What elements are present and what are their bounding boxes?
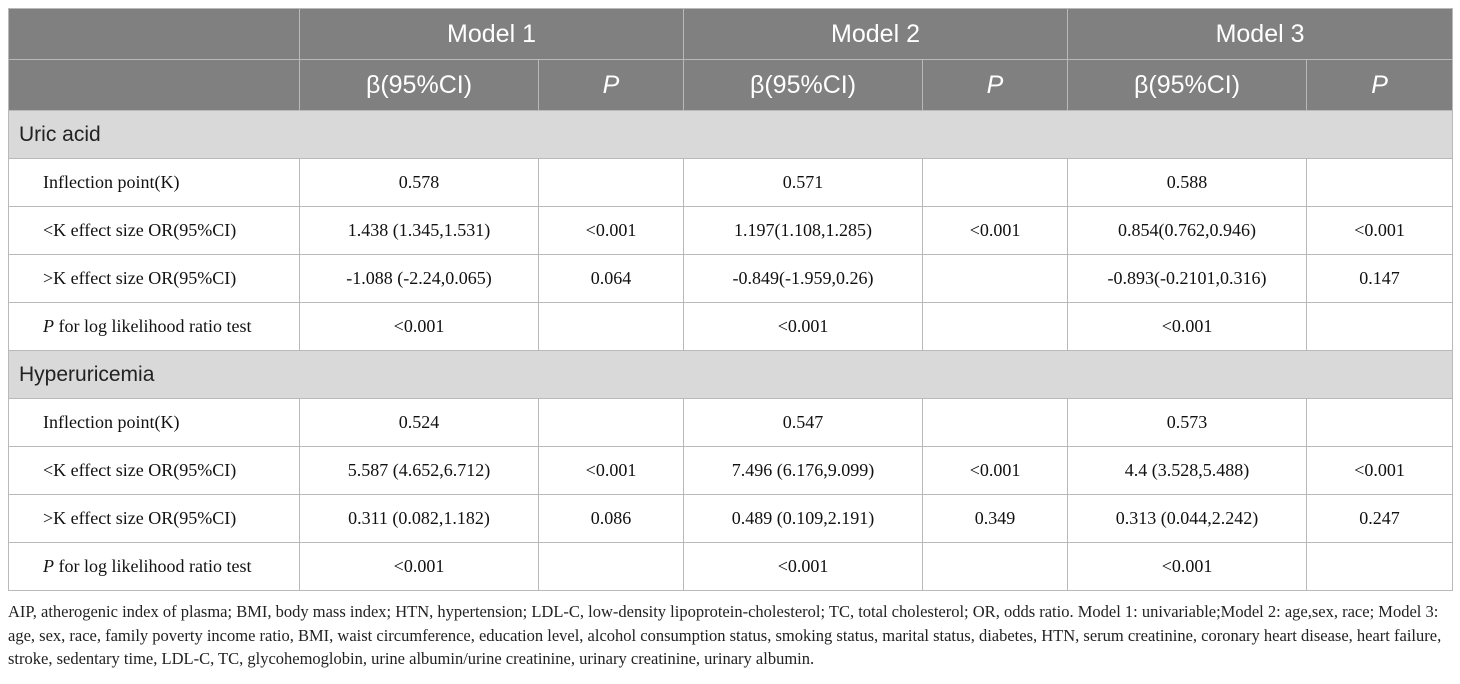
p-value-cell	[1306, 398, 1454, 447]
estimate-cell: <0.001	[1067, 302, 1308, 351]
header-empty-cell	[8, 59, 300, 111]
estimate-cell: 0.578	[299, 158, 539, 207]
estimate-cell: 4.4 (3.528,5.488)	[1067, 446, 1308, 495]
estimate-cell: 0.571	[683, 158, 924, 207]
estimate-cell: <0.001	[299, 542, 539, 591]
header-model-2: Model 2	[683, 8, 1069, 60]
row-label-text: for log likelihood ratio test	[54, 316, 252, 336]
row-label: P for log likelihood ratio test	[8, 542, 300, 591]
row-label: Inflection point(K)	[8, 158, 300, 207]
estimate-cell: 0.547	[683, 398, 924, 447]
p-value-cell: <0.001	[1306, 206, 1454, 255]
p-value-cell: 0.247	[1306, 494, 1454, 543]
section-row: Uric acid	[7, 110, 1454, 159]
row-label-p: P	[43, 556, 54, 576]
table-row: >K effect size OR(95%CI) -1.088 (-2.24,0.…	[8, 254, 1454, 303]
p-value-cell	[922, 302, 1069, 351]
estimate-cell: 0.489 (0.109,2.191)	[683, 494, 924, 543]
estimate-cell: 0.573	[1067, 398, 1308, 447]
table-row: Inflection point(K) 0.524 0.547 0.573	[8, 398, 1454, 447]
estimate-cell: 0.524	[299, 398, 539, 447]
header-beta: β(95%CI)	[299, 59, 539, 111]
estimate-cell: -1.088 (-2.24,0.065)	[299, 254, 539, 303]
header-p: P	[1306, 59, 1454, 111]
row-label: >K effect size OR(95%CI)	[8, 494, 300, 543]
header-empty-cell	[8, 8, 300, 60]
p-value-cell	[1306, 542, 1454, 591]
table-row: Inflection point(K) 0.578 0.571 0.588	[8, 158, 1454, 207]
p-value-cell: 0.349	[922, 494, 1069, 543]
table-footnote: AIP, atherogenic index of plasma; BMI, b…	[8, 602, 1442, 668]
estimate-cell: 0.311 (0.082,1.182)	[299, 494, 539, 543]
header-p: P	[537, 59, 685, 111]
p-value-cell: <0.001	[537, 446, 685, 495]
header-beta: β(95%CI)	[1067, 59, 1308, 111]
p-value-cell: <0.001	[537, 206, 685, 255]
estimate-cell: 1.197(1.108,1.285)	[683, 206, 924, 255]
section-row: Hyperuricemia	[7, 350, 1454, 399]
row-label: >K effect size OR(95%CI)	[8, 254, 300, 303]
table-row: >K effect size OR(95%CI) 0.311 (0.082,1.1…	[8, 494, 1454, 543]
row-label-p: P	[43, 316, 54, 336]
table-row: P for log likelihood ratio test <0.001 <0.…	[8, 542, 1454, 591]
header-model-3: Model 3	[1067, 8, 1454, 60]
p-value-cell: 0.147	[1306, 254, 1454, 303]
table-body: Uric acid Inflection point(K) 0.578 0.571 0.…	[7, 110, 1454, 591]
estimate-cell: 1.438 (1.345,1.531)	[299, 206, 539, 255]
row-label: Inflection point(K)	[8, 398, 300, 447]
p-value-cell	[922, 398, 1069, 447]
estimate-cell: -0.893(-0.2101,0.316)	[1067, 254, 1308, 303]
section-title: Hyperuricemia	[7, 350, 1454, 399]
p-value-cell	[922, 254, 1069, 303]
p-value-cell	[537, 302, 685, 351]
estimate-cell: <0.001	[299, 302, 539, 351]
p-value-cell	[922, 158, 1069, 207]
estimate-cell: 0.854(0.762,0.946)	[1067, 206, 1308, 255]
estimate-cell: <0.001	[683, 542, 924, 591]
estimate-cell: 5.587 (4.652,6.712)	[299, 446, 539, 495]
p-value-cell	[537, 542, 685, 591]
estimate-cell: <0.001	[683, 302, 924, 351]
p-value-cell: <0.001	[922, 446, 1069, 495]
estimate-cell: 7.496 (6.176,9.099)	[683, 446, 924, 495]
table-container: Model 1 Model 2 Model 3 β(95%CI) P β(95%…	[7, 8, 1454, 671]
p-value-cell	[537, 158, 685, 207]
results-table: Model 1 Model 2 Model 3 β(95%CI) P β(95%…	[7, 8, 1454, 591]
row-label-text: for log likelihood ratio test	[54, 556, 252, 576]
table-row: <K effect size OR(95%CI) 1.438 (1.345,1.5…	[8, 206, 1454, 255]
header-row-models: Model 1 Model 2 Model 3	[8, 8, 1454, 60]
header-beta: β(95%CI)	[683, 59, 924, 111]
table-row: <K effect size OR(95%CI) 5.587 (4.652,6.7…	[8, 446, 1454, 495]
p-value-cell: 0.064	[537, 254, 685, 303]
header-p: P	[922, 59, 1069, 111]
p-value-cell: 0.086	[537, 494, 685, 543]
row-label: <K effect size OR(95%CI)	[8, 446, 300, 495]
header-model-1: Model 1	[298, 8, 685, 60]
section-title: Uric acid	[7, 110, 1454, 159]
p-value-cell: <0.001	[922, 206, 1069, 255]
estimate-cell: 0.588	[1067, 158, 1308, 207]
row-label: P for log likelihood ratio test	[8, 302, 300, 351]
estimate-cell: -0.849(-1.959,0.26)	[683, 254, 924, 303]
p-value-cell	[1306, 158, 1454, 207]
p-value-cell	[537, 398, 685, 447]
header-row-stats: β(95%CI) P β(95%CI) P β(95%CI) P	[8, 59, 1454, 111]
row-label: <K effect size OR(95%CI)	[8, 206, 300, 255]
p-value-cell	[1306, 302, 1454, 351]
p-value-cell	[922, 542, 1069, 591]
table-row: P for log likelihood ratio test <0.001 <0.…	[8, 302, 1454, 351]
p-value-cell: <0.001	[1306, 446, 1454, 495]
estimate-cell: 0.313 (0.044,2.242)	[1067, 494, 1308, 543]
estimate-cell: <0.001	[1067, 542, 1308, 591]
